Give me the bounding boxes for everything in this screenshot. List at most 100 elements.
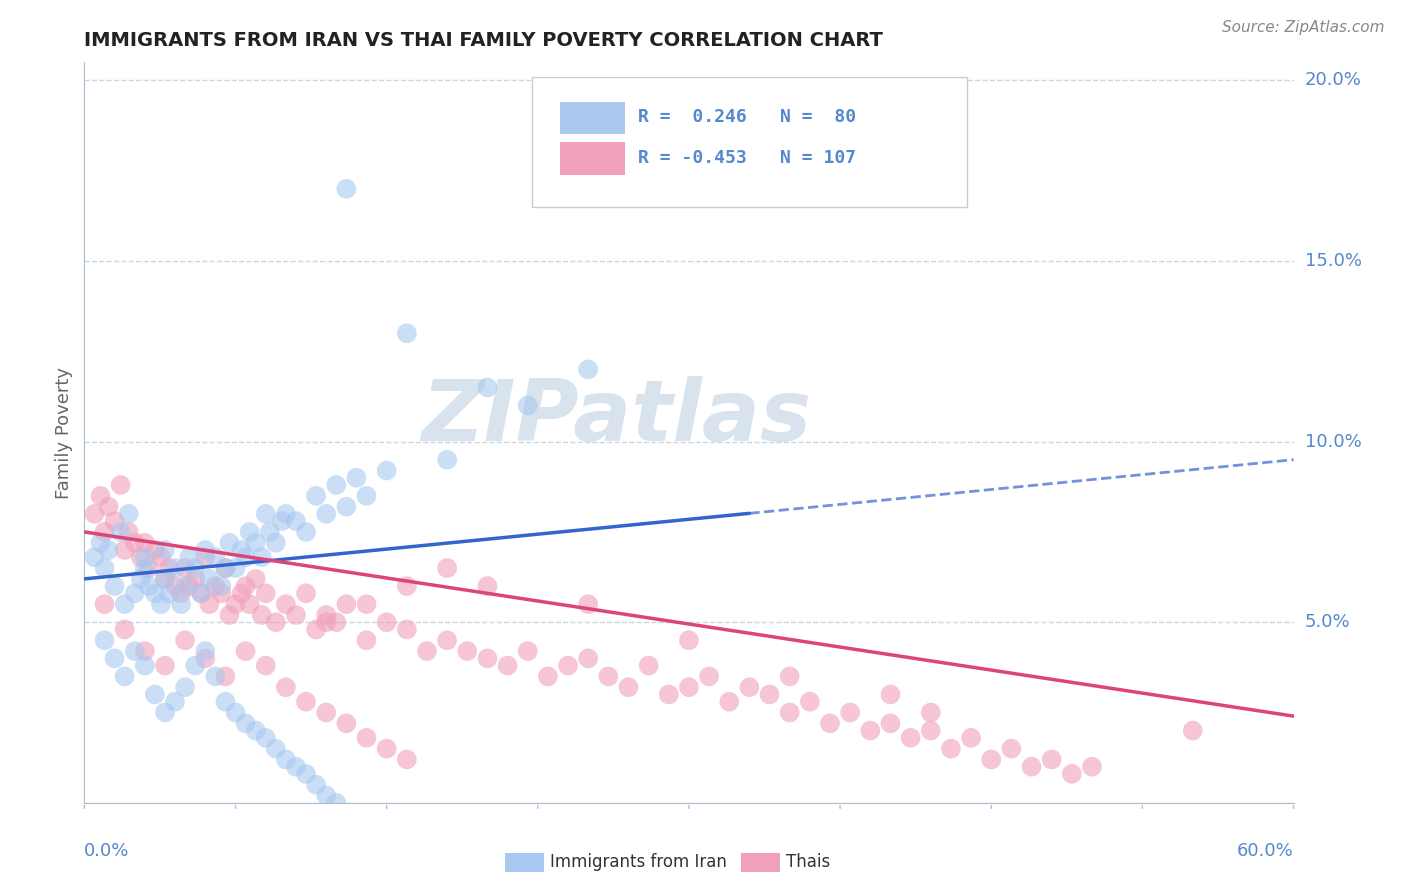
Point [190, 586, 212, 600]
Point [395, 623, 418, 637]
Point [153, 572, 176, 586]
Point [190, 586, 212, 600]
Point [557, 658, 579, 673]
Point [315, 507, 337, 521]
Point [124, 644, 146, 658]
Point [315, 607, 337, 622]
Point [738, 680, 761, 694]
Point [170, 597, 193, 611]
Point [900, 731, 922, 745]
Point [174, 633, 197, 648]
Point [325, 615, 347, 630]
Point [305, 489, 328, 503]
Point [1000, 741, 1022, 756]
Point [250, 607, 273, 622]
Point [83, 550, 105, 565]
Point [114, 623, 136, 637]
Point [799, 695, 821, 709]
Point [617, 680, 640, 694]
Point [920, 723, 942, 738]
Point [174, 680, 197, 694]
Point [124, 586, 146, 600]
Point [157, 561, 180, 575]
Point [170, 586, 193, 600]
Point [758, 688, 780, 702]
Point [325, 796, 347, 810]
Point [576, 362, 599, 376]
Point [83, 507, 105, 521]
Text: N = 107: N = 107 [780, 149, 856, 167]
Point [124, 535, 146, 549]
Text: 60.0%: 60.0% [1237, 842, 1294, 860]
Point [245, 723, 267, 738]
Point [250, 550, 273, 565]
Point [254, 507, 277, 521]
Point [129, 572, 152, 586]
Point [285, 607, 308, 622]
Point [1060, 767, 1083, 781]
Text: IMMIGRANTS FROM IRAN VS THAI FAMILY POVERTY CORRELATION CHART: IMMIGRANTS FROM IRAN VS THAI FAMILY POVE… [84, 30, 883, 50]
Point [980, 752, 1002, 766]
Point [245, 572, 267, 586]
Point [779, 706, 801, 720]
Point [209, 579, 232, 593]
Point [305, 623, 328, 637]
Point [114, 597, 136, 611]
Point [598, 669, 620, 683]
Point [179, 579, 201, 593]
Point [939, 741, 962, 756]
Point [114, 543, 136, 558]
Point [516, 399, 538, 413]
Point [239, 597, 262, 611]
Point [143, 586, 166, 600]
Point [920, 706, 942, 720]
Point [818, 716, 841, 731]
Point [129, 550, 152, 565]
Point [254, 731, 277, 745]
Point [859, 723, 882, 738]
Point [110, 524, 132, 539]
Point [97, 500, 120, 514]
Point [274, 597, 297, 611]
Point [218, 535, 240, 549]
Point [395, 752, 418, 766]
Point [184, 561, 207, 575]
Point [879, 716, 901, 731]
Point [143, 543, 166, 558]
Point [97, 543, 120, 558]
Point [1021, 760, 1043, 774]
Point [254, 658, 277, 673]
Point [879, 688, 901, 702]
Point [198, 572, 221, 586]
Point [214, 695, 236, 709]
Text: 5.0%: 5.0% [1305, 613, 1350, 632]
Point [93, 561, 115, 575]
Point [395, 326, 418, 341]
Point [138, 579, 160, 593]
Point [225, 561, 247, 575]
Point [235, 550, 257, 565]
Point [114, 669, 136, 683]
Point [285, 760, 308, 774]
Point [537, 669, 560, 683]
Point [138, 561, 160, 575]
Point [104, 579, 127, 593]
Point [436, 561, 458, 575]
Text: 20.0%: 20.0% [1305, 71, 1361, 89]
Point [194, 550, 217, 565]
FancyBboxPatch shape [560, 143, 624, 175]
Point [274, 507, 297, 521]
Point [174, 579, 197, 593]
Point [270, 514, 292, 528]
Text: ZIPatlas: ZIPatlas [422, 376, 811, 459]
Point [214, 561, 236, 575]
Text: R =  0.246: R = 0.246 [638, 108, 747, 127]
Point [315, 615, 337, 630]
Point [93, 633, 115, 648]
Point [839, 706, 862, 720]
Point [143, 688, 166, 702]
Point [134, 658, 156, 673]
Point [153, 572, 176, 586]
Point [477, 579, 499, 593]
Point [235, 579, 257, 593]
